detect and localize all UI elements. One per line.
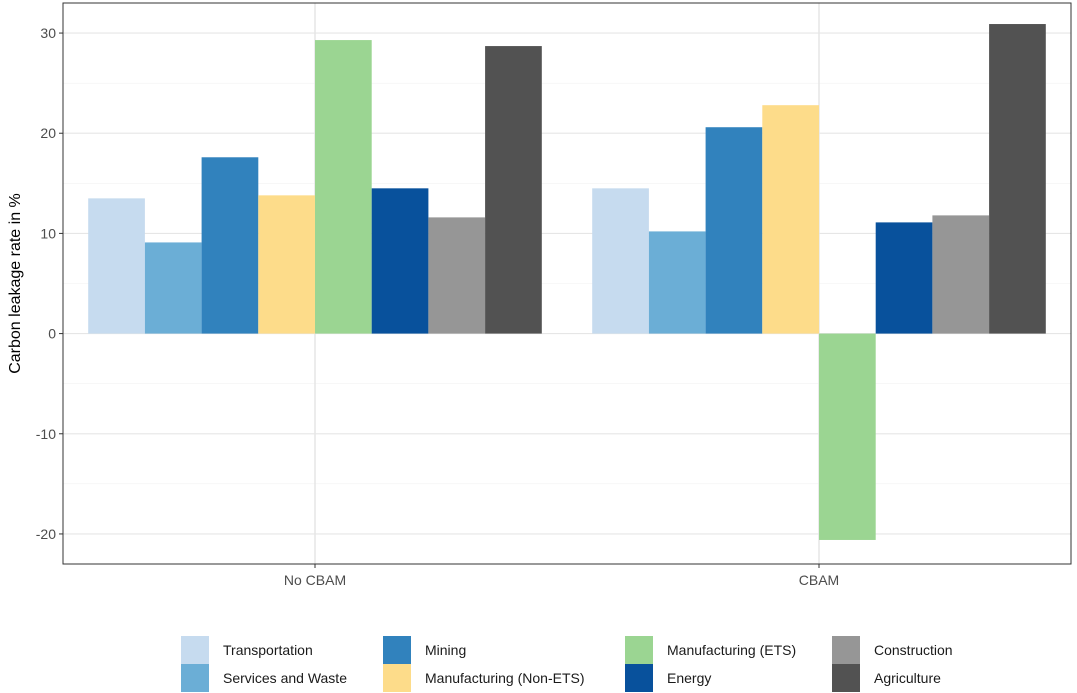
legend-key <box>383 664 411 692</box>
legend-label: Manufacturing (ETS) <box>667 642 796 658</box>
x-tick-label: CBAM <box>799 572 839 588</box>
legend-label: Services and Waste <box>223 670 347 686</box>
legend-key <box>625 636 653 664</box>
plot-panel-border <box>62 2 1072 565</box>
bar <box>648 231 706 334</box>
bar <box>144 242 202 334</box>
bar <box>201 157 259 334</box>
bar <box>315 40 372 334</box>
y-tick-label: 30 <box>40 25 56 41</box>
y-tick-label: -20 <box>36 526 56 542</box>
legend-label: Transportation <box>223 642 313 658</box>
legend-label: Energy <box>667 670 711 686</box>
legend-key <box>181 664 209 692</box>
legend-key <box>383 636 411 664</box>
bar <box>485 46 542 334</box>
y-tick-label: -10 <box>36 426 56 442</box>
bar <box>371 188 429 334</box>
y-axis-title: Carbon leakage rate in % <box>7 193 24 374</box>
bar <box>762 105 819 334</box>
bar <box>989 24 1046 334</box>
bar <box>875 222 933 334</box>
legend-label: Agriculture <box>874 670 941 686</box>
bars <box>88 24 1046 540</box>
x-tick-label: No CBAM <box>284 572 346 588</box>
legend-key <box>832 636 860 664</box>
bar <box>428 217 486 334</box>
legend: Transportation Services and Waste Mining Ma… <box>181 636 953 692</box>
legend-label: Construction <box>874 642 953 658</box>
legend-key <box>625 664 653 692</box>
bar <box>592 188 649 334</box>
bar <box>819 333 876 540</box>
axes: -20 -10 0 10 20 30 No CBAM CBAM <box>36 25 839 588</box>
y-tick-label: 20 <box>40 125 56 141</box>
bar <box>705 127 763 334</box>
legend-label: Manufacturing (Non-ETS) <box>425 670 585 686</box>
legend-key <box>181 636 209 664</box>
y-tick-label: 0 <box>48 326 56 342</box>
bar <box>932 215 990 334</box>
legend-label: Mining <box>425 642 466 658</box>
bar <box>88 198 145 334</box>
legend-key <box>832 664 860 692</box>
y-tick-label: 10 <box>40 225 56 241</box>
bar <box>258 195 315 334</box>
